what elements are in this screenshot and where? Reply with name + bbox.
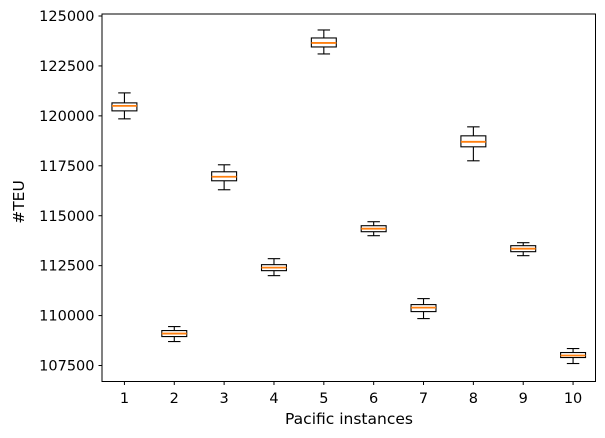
x-tick-label: 6 [369, 391, 378, 407]
y-tick-label: 110000 [39, 309, 94, 325]
y-tick-label: 112500 [39, 259, 94, 275]
boxplot-instance-8 [460, 126, 487, 162]
boxplot-instance-2 [161, 326, 188, 343]
y-axis: 107500 110000 112500 115000 117500 120000 1225… [39, 9, 102, 375]
y-axis-label: #TEU [10, 180, 28, 224]
y-tick-label: 117500 [39, 159, 94, 175]
y-tick-label: 107500 [39, 359, 94, 375]
boxplot-instance-5 [310, 29, 337, 55]
y-tick-label: 115000 [39, 209, 94, 225]
boxplot-instance-6 [360, 221, 387, 237]
y-tick-label: 122500 [39, 59, 94, 75]
x-tick-label: 1 [120, 391, 129, 407]
iqr-box [111, 102, 138, 112]
x-tick-label: 7 [419, 391, 428, 407]
boxplot-instance-7 [410, 298, 437, 320]
boxplot-instance-9 [510, 242, 537, 257]
x-axis: 1 2 3 4 5 6 7 8 9 10 [120, 381, 582, 407]
x-tick-label: 4 [269, 391, 278, 407]
plot-spines [101, 13, 596, 382]
x-tick-label: 10 [564, 391, 582, 407]
y-tick-label: 120000 [39, 109, 94, 125]
x-tick-label: 2 [170, 391, 179, 407]
boxplot-instance-1 [111, 92, 138, 120]
x-tick-label: 5 [319, 391, 328, 407]
boxplot-instance-10 [560, 347, 587, 365]
x-tick-label: 3 [220, 391, 229, 407]
y-tick-label: 125000 [39, 9, 94, 25]
x-axis-label: Pacific instances [285, 410, 413, 428]
boxplot-instance-4 [260, 258, 287, 277]
boxplot-instance-3 [211, 164, 238, 191]
x-tick-label: 9 [519, 391, 528, 407]
x-tick-label: 8 [469, 391, 478, 407]
